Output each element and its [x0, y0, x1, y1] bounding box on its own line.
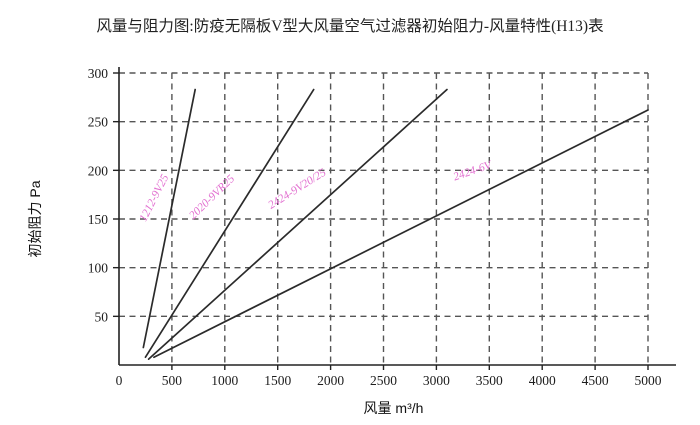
y-axis-title-group: 初始阻力 Pa: [27, 180, 43, 257]
x-tick-label: 500: [162, 373, 183, 388]
series-label-group: 2020-9VR25: [187, 173, 237, 222]
y-axis-title: 初始阻力 Pa: [27, 180, 43, 257]
axis-titles: 风量 m³/h 初始阻力 Pa: [27, 180, 423, 416]
y-tick-label: 150: [88, 212, 109, 227]
x-tick-label: 4000: [529, 373, 556, 388]
y-tick-label: 250: [88, 115, 109, 130]
series-line: [153, 109, 649, 359]
y-tick-label: 300: [88, 66, 109, 81]
axis-ticks: [113, 72, 649, 370]
y-tick-label: 100: [88, 261, 109, 276]
x-tick-label: 3500: [476, 373, 503, 388]
series-label-group: 1212-9V25: [137, 172, 171, 223]
x-tick-label: 2000: [317, 373, 344, 388]
y-tick-label: 50: [95, 309, 109, 324]
x-tick-label: 0: [116, 373, 123, 388]
x-axis-title: 风量 m³/h: [364, 400, 424, 416]
x-tick-label: 1000: [211, 373, 238, 388]
x-tick-label: 2500: [370, 373, 397, 388]
gridlines: [119, 72, 649, 365]
series-line: [147, 88, 448, 361]
series-label: 2020-9VR25: [187, 173, 237, 222]
data-series-group: [142, 88, 649, 361]
y-tick-label: 200: [88, 163, 109, 178]
axis-frame: [118, 67, 676, 366]
series-line: [142, 88, 197, 349]
x-tick-label: 4500: [582, 373, 609, 388]
series-label-group: 2424-6V: [452, 159, 495, 184]
series-line: [144, 88, 315, 359]
chart-title: 风量与阻力图:防疫无隔板V型大风量空气过滤器初始阻力-风量特性(H13)表: [96, 18, 604, 35]
x-tick-label: 1500: [264, 373, 291, 388]
axis-tick-labels: 0 500 1000 1500 2000 2500 3000 3500 4000 4500 5000…: [88, 66, 662, 388]
series-label: 1212-9V25: [137, 172, 171, 223]
x-tick-label: 3000: [423, 373, 450, 388]
x-tick-label: 5000: [635, 373, 662, 388]
series-label: 2424-6V: [452, 159, 495, 184]
